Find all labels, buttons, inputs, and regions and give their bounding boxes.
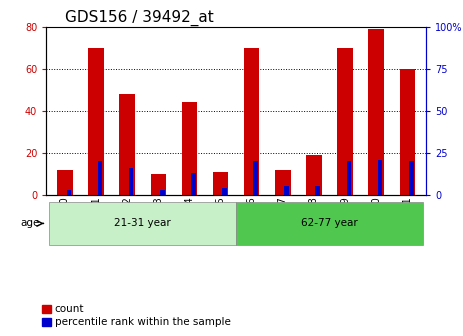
Bar (67, 190, 71, 195)
Bar (284, 186, 289, 195)
Legend: count, percentile rank within the sample: count, percentile rank within the sample (42, 304, 231, 327)
Bar (369, 29, 384, 195)
Bar (275, 170, 291, 195)
Bar (88, 48, 104, 195)
Bar (213, 172, 228, 195)
Bar (150, 174, 166, 195)
Bar (337, 48, 353, 195)
Bar (400, 69, 415, 195)
Bar (191, 173, 196, 195)
Text: 21-31 year: 21-31 year (114, 218, 171, 228)
Bar (160, 190, 164, 195)
Bar (378, 160, 382, 195)
Text: 62-77 year: 62-77 year (301, 218, 358, 228)
Bar (315, 186, 320, 195)
Bar (119, 94, 135, 195)
Bar (409, 161, 413, 195)
Text: GDS156 / 39492_at: GDS156 / 39492_at (65, 9, 214, 26)
Bar (222, 188, 227, 195)
Bar (181, 102, 197, 195)
Bar (98, 161, 102, 195)
Bar (129, 168, 133, 195)
Bar (347, 161, 351, 195)
Text: age: age (20, 218, 39, 228)
Bar (244, 48, 259, 195)
Bar (253, 161, 258, 195)
Bar (57, 170, 73, 195)
Bar (306, 155, 322, 195)
